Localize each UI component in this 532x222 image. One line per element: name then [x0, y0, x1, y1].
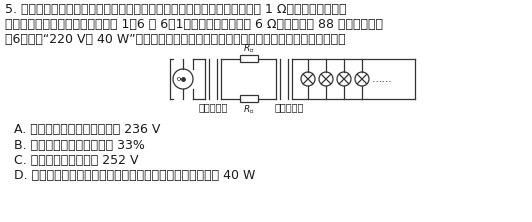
Text: $R_{\rm 线}$: $R_{\rm 线}$ — [243, 43, 254, 54]
Text: B. 整个装置的机械效率约为 33%: B. 整个装置的机械效率约为 33% — [14, 139, 145, 152]
Text: 压变压器的原、副线圈匹数分别为 1：6 和 6：1，输电线上总电阻为 6 Ω，该中学共 88 个班，每个班: 压变压器的原、副线圈匹数分别为 1：6 和 6：1，输电线上总电阻为 6 Ω，该… — [5, 18, 383, 31]
Text: 5. 如图所示，一微小型发电厂为某中学提供照明用电。已知发电机的内阻为 1 Ω，升压变压器和降: 5. 如图所示，一微小型发电厂为某中学提供照明用电。已知发电机的内阻为 1 Ω，… — [5, 3, 346, 16]
FancyBboxPatch shape — [239, 95, 257, 103]
Text: 有6盏标有“220 V　 40 W”的照明灯。若所有班级的照明灯都正常发光，下列说法正确的是: 有6盏标有“220 V 40 W”的照明灯。若所有班级的照明灯都正常发光，下列说… — [5, 33, 346, 46]
Text: 降压变压器: 降压变压器 — [275, 102, 304, 112]
Text: C. 发电机输出的电压为 252 V: C. 发电机输出的电压为 252 V — [14, 154, 138, 167]
Text: $R_{\rm 内}$: $R_{\rm 内}$ — [243, 103, 254, 115]
Text: 升压变压器: 升压变压器 — [198, 102, 228, 112]
FancyBboxPatch shape — [239, 56, 257, 63]
Text: A. 发电机产生的感应电动势为 236 V: A. 发电机产生的感应电动势为 236 V — [14, 123, 160, 136]
Text: ……: …… — [372, 74, 393, 84]
Text: D. 若每个班级只有一半的灯工作，则每盏灯的实际功率大于 40 W: D. 若每个班级只有一半的灯工作，则每盏灯的实际功率大于 40 W — [14, 169, 255, 182]
